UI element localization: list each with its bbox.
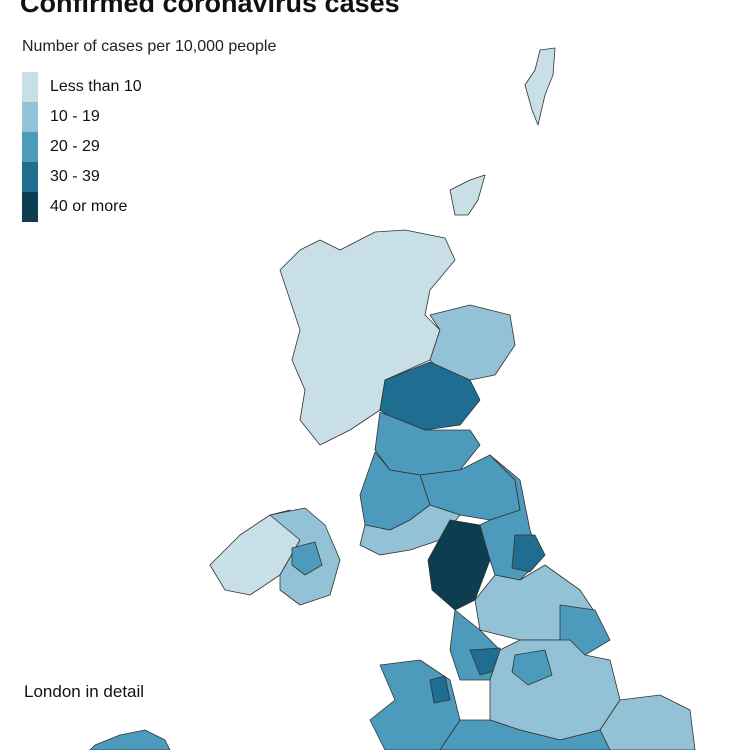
legend-swatch: [22, 192, 38, 222]
region: [511, 534, 546, 573]
legend-swatch: [22, 102, 38, 132]
region: [489, 639, 621, 741]
region: [429, 304, 516, 381]
region: [291, 541, 323, 576]
legend-label: 40 or more: [50, 198, 128, 215]
inset-label: London in detail: [24, 682, 145, 701]
subtitle: Number of cases per 10,000 people: [22, 38, 277, 55]
legend-swatch: [22, 162, 38, 192]
region: [439, 719, 611, 750]
region: [511, 649, 553, 686]
region: [89, 729, 171, 750]
legend-label: 30 - 39: [50, 168, 100, 185]
legend-item: 30 - 39: [22, 162, 142, 192]
region: [369, 659, 461, 750]
legend: Less than 10 10 - 19 20 - 29 30 - 39 40 or m…: [22, 72, 142, 222]
region: [379, 361, 481, 431]
region: [449, 174, 486, 216]
legend-item: 20 - 29: [22, 132, 142, 162]
legend-item: 10 - 19: [22, 102, 142, 132]
title: Confirmed coronavirus cases: [20, 0, 400, 18]
region: [524, 47, 556, 126]
legend-label: Less than 10: [50, 78, 142, 95]
region: [429, 675, 451, 704]
region: [359, 504, 461, 556]
legend-swatch: [22, 132, 38, 162]
region: [279, 229, 456, 446]
legend-item: Less than 10: [22, 72, 142, 102]
legend-item: 40 or more: [22, 192, 142, 222]
legend-label: 10 - 19: [50, 108, 100, 125]
legend-label: 20 - 29: [50, 138, 100, 155]
legend-swatch: [22, 72, 38, 102]
